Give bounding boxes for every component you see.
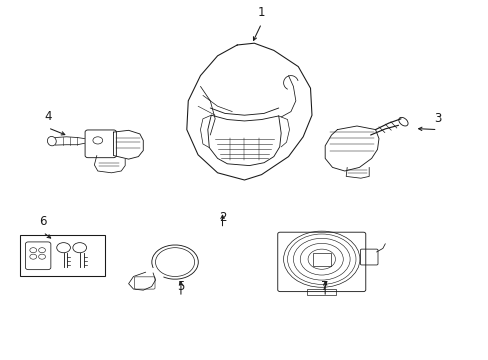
Text: 7: 7 (321, 280, 328, 293)
Text: 5: 5 (177, 280, 184, 293)
Text: 2: 2 (218, 211, 226, 224)
Text: 3: 3 (433, 112, 441, 125)
Text: 1: 1 (257, 6, 265, 19)
Text: 4: 4 (44, 111, 52, 123)
Bar (312, 253, 330, 266)
Bar (20, 235, 105, 276)
Text: 6: 6 (39, 215, 47, 228)
Bar (306, 289, 336, 295)
